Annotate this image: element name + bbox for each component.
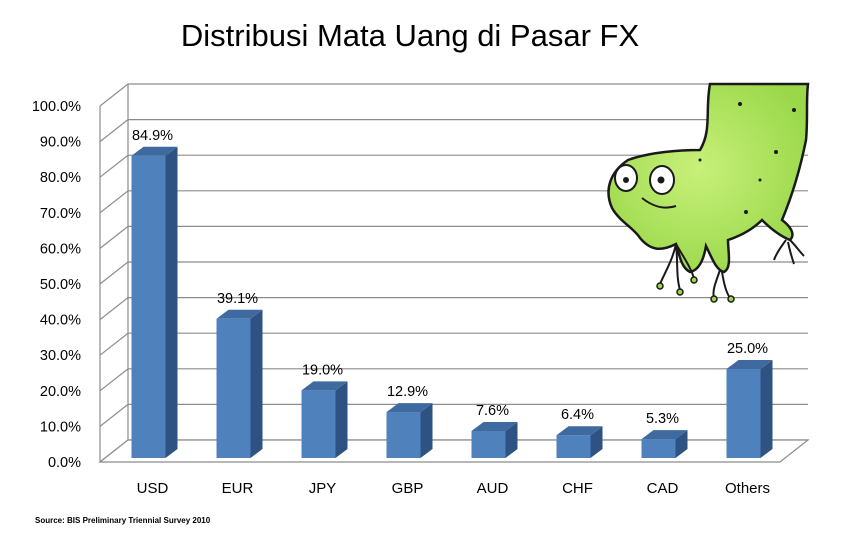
- chart-floor: [98, 439, 810, 463]
- y-tick-label: 70.0%: [40, 206, 81, 222]
- bar-eur: [216, 309, 263, 458]
- bars: [131, 146, 773, 459]
- bar-top: [386, 403, 433, 413]
- gridline-side: [99, 403, 129, 427]
- x-tick-label: JPY: [309, 480, 337, 497]
- y-tick-label: 90.0%: [40, 135, 81, 151]
- data-label: 7.6%: [476, 403, 509, 419]
- data-label: 25.0%: [727, 341, 768, 357]
- bar-chf: [556, 426, 603, 458]
- chart-title: Distribusi Mata Uang di Pasar FX: [180, 18, 640, 53]
- gridline-side: [99, 332, 129, 356]
- axes: [98, 84, 810, 463]
- gridline-side: [99, 190, 129, 214]
- bar-side: [250, 309, 263, 458]
- x-tick-label: AUD: [477, 480, 509, 497]
- y-tick-label: 0.0%: [48, 455, 81, 471]
- x-tick-label: Others: [725, 480, 770, 497]
- bar-others: [726, 360, 773, 458]
- gridline-side: [99, 83, 129, 107]
- bar-side: [505, 421, 518, 458]
- bar-top: [216, 309, 263, 319]
- bar-side: [335, 381, 348, 458]
- x-tick-label: CAD: [647, 480, 679, 497]
- bar-front: [386, 412, 421, 458]
- bar-front: [301, 390, 336, 458]
- data-label: 12.9%: [387, 384, 428, 400]
- y-tick-label: 40.0%: [40, 313, 81, 329]
- bar-front: [216, 318, 251, 458]
- bar-front: [131, 155, 166, 459]
- bar-aud: [471, 421, 518, 458]
- bar-top: [556, 426, 603, 436]
- y-tick-label: 50.0%: [40, 277, 81, 293]
- data-label: 84.9%: [132, 128, 173, 144]
- y-tick-label: 100.0%: [32, 99, 81, 115]
- gridline-side: [99, 154, 129, 178]
- bar-front: [556, 435, 591, 458]
- y-tick-label: 60.0%: [40, 241, 81, 257]
- x-tick-label: EUR: [222, 480, 254, 497]
- bar-top: [726, 360, 773, 369]
- gridline-side: [99, 261, 129, 285]
- y-tick-labels: 0.0% 10.0% 20.0% 30.0% 40.0% 50.0% 60.0% 70.0% 8…: [32, 99, 81, 471]
- y-tick-label: 80.0%: [40, 170, 81, 186]
- gridlines: [99, 83, 808, 463]
- bar-front: [641, 439, 676, 458]
- bar-front: [471, 430, 506, 458]
- bar-cad: [641, 430, 688, 458]
- data-label: 39.1%: [217, 291, 258, 307]
- gridline-side: [99, 225, 129, 249]
- y-tick-label: 10.0%: [40, 419, 81, 435]
- bar-side: [675, 430, 688, 458]
- bar-side: [165, 146, 178, 459]
- source-note: Source: BIS Preliminary Triennial Survey…: [35, 516, 211, 525]
- x-tick-label: USD: [137, 480, 169, 497]
- germ-cartoon-illustration: [607, 82, 810, 303]
- gridline-side: [99, 368, 129, 392]
- data-label: 5.3%: [646, 411, 679, 427]
- x-tick-label: GBP: [392, 480, 424, 497]
- bar-gbp: [386, 403, 433, 458]
- bar-top: [471, 421, 518, 431]
- x-tick-label: CHF: [562, 480, 593, 497]
- bar-top: [131, 146, 178, 156]
- data-label: 6.4%: [561, 407, 594, 423]
- gridline-side: [99, 297, 129, 321]
- bar-front: [726, 369, 761, 458]
- bar-side: [590, 426, 603, 458]
- bar-side: [760, 360, 773, 458]
- data-label: 19.0%: [302, 362, 343, 378]
- data-labels: 84.9% 39.1% 19.0% 12.9% 7.6% 6.4% 5.3% 25.0%: [132, 128, 768, 427]
- bar-jpy: [301, 381, 348, 458]
- gridline-side: [99, 119, 129, 143]
- bar-usd: [131, 146, 178, 459]
- x-tick-labels: USD EUR JPY GBP AUD CHF CAD Others: [137, 480, 770, 497]
- y-tick-label: 30.0%: [40, 348, 81, 364]
- bar-side: [420, 403, 433, 458]
- bar-top: [641, 430, 688, 440]
- bar-top: [301, 381, 348, 391]
- y-tick-label: 20.0%: [40, 384, 81, 400]
